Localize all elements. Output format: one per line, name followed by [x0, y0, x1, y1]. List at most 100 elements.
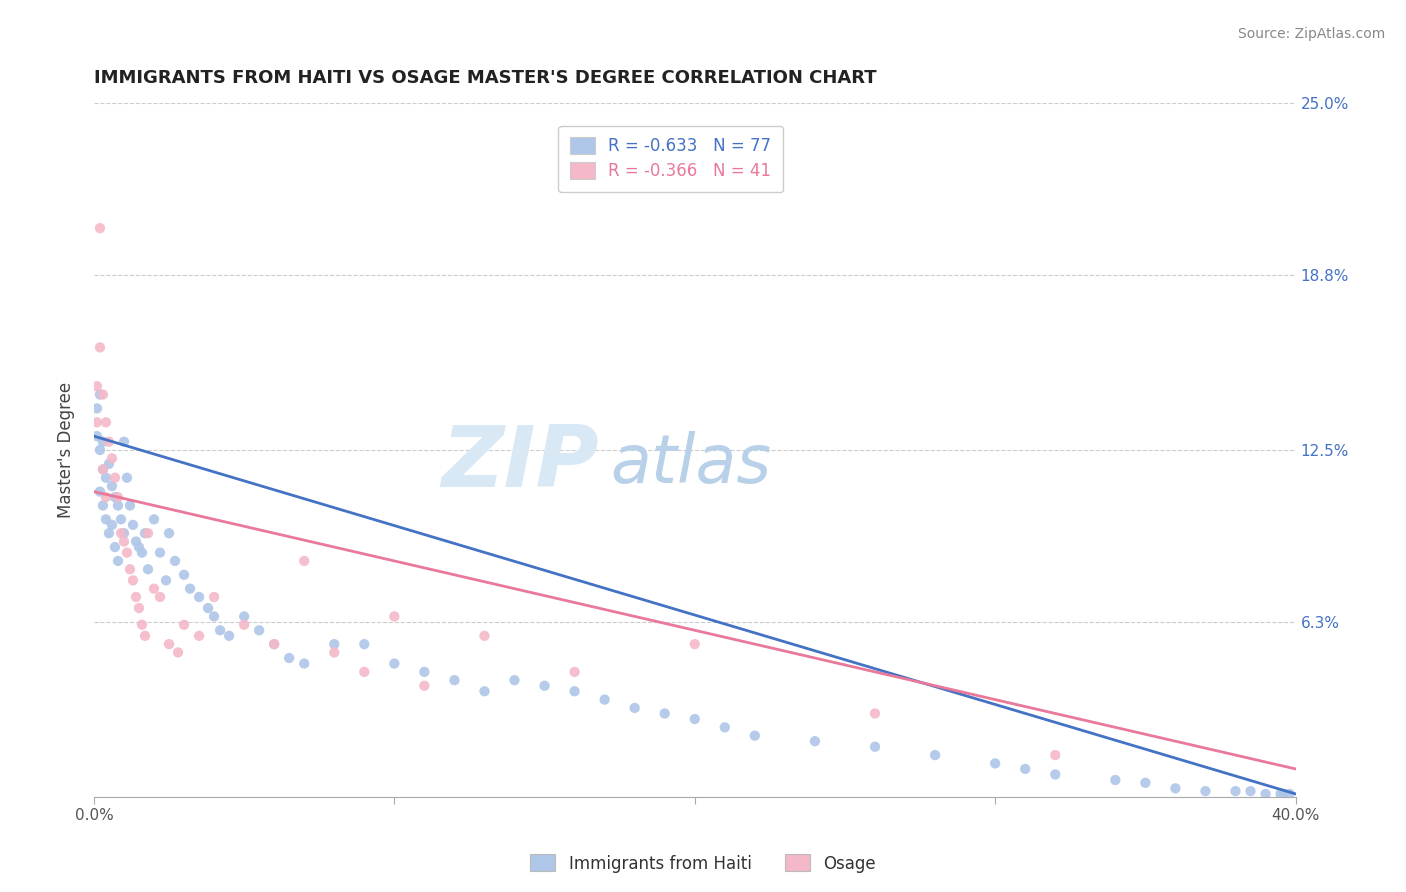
Point: [533, 679, 555, 693]
Point: [1045, 747, 1067, 762]
Point: [110, 526, 132, 541]
Point: [107, 499, 129, 513]
Point: [209, 624, 232, 638]
Point: [1254, 787, 1277, 801]
Point: [323, 645, 346, 659]
Point: [118, 499, 141, 513]
Point: [112, 526, 135, 541]
Point: [122, 574, 145, 588]
Point: [91, 499, 114, 513]
Point: [1272, 787, 1295, 801]
Point: [1104, 772, 1126, 787]
Point: [654, 706, 676, 721]
Point: [863, 739, 886, 754]
Point: [413, 665, 436, 679]
Point: [118, 562, 141, 576]
Point: [683, 637, 706, 651]
Point: [323, 637, 346, 651]
Point: [104, 490, 127, 504]
Point: [94, 471, 117, 485]
Point: [218, 629, 240, 643]
Point: [134, 526, 156, 541]
Point: [202, 590, 225, 604]
Point: [101, 451, 124, 466]
Point: [94, 490, 117, 504]
Point: [97, 434, 120, 449]
Point: [247, 624, 270, 638]
Point: [233, 609, 256, 624]
Point: [157, 637, 180, 651]
Point: [1164, 781, 1187, 796]
Point: [474, 684, 496, 698]
Point: [413, 679, 436, 693]
Point: [1045, 767, 1067, 781]
Point: [128, 540, 150, 554]
Text: ZIP: ZIP: [441, 423, 599, 506]
Point: [173, 567, 195, 582]
Point: [744, 729, 766, 743]
Point: [173, 617, 195, 632]
Point: [110, 512, 132, 526]
Point: [1194, 784, 1216, 798]
Point: [112, 534, 135, 549]
Point: [714, 720, 737, 734]
Point: [128, 601, 150, 615]
Point: [593, 692, 616, 706]
Point: [89, 442, 111, 457]
Point: [197, 601, 219, 615]
Point: [1270, 787, 1292, 801]
Point: [136, 562, 159, 576]
Point: [188, 629, 211, 643]
Point: [125, 534, 148, 549]
Point: [623, 701, 645, 715]
Point: [97, 457, 120, 471]
Legend: R = -0.633   N = 77, R = -0.366   N = 41: R = -0.633 N = 77, R = -0.366 N = 41: [558, 126, 783, 192]
Legend: Immigrants from Haiti, Osage: Immigrants from Haiti, Osage: [523, 847, 883, 880]
Point: [157, 526, 180, 541]
Point: [94, 512, 117, 526]
Point: [382, 609, 405, 624]
Point: [382, 657, 405, 671]
Point: [292, 657, 315, 671]
Point: [804, 734, 827, 748]
Point: [564, 684, 586, 698]
Point: [86, 429, 108, 443]
Point: [263, 637, 285, 651]
Point: [564, 665, 586, 679]
Text: IMMIGRANTS FROM HAITI VS OSAGE MASTER'S DEGREE CORRELATION CHART: IMMIGRANTS FROM HAITI VS OSAGE MASTER'S …: [94, 69, 876, 87]
Point: [86, 401, 108, 416]
Point: [503, 673, 526, 688]
Point: [89, 340, 111, 354]
Point: [202, 609, 225, 624]
Y-axis label: Master's Degree: Master's Degree: [58, 382, 75, 518]
Point: [86, 415, 108, 429]
Point: [1014, 762, 1036, 776]
Point: [353, 665, 375, 679]
Text: atlas: atlas: [610, 431, 772, 497]
Point: [1239, 784, 1261, 798]
Point: [101, 479, 124, 493]
Point: [89, 221, 111, 235]
Point: [143, 512, 166, 526]
Point: [122, 517, 145, 532]
Point: [443, 673, 465, 688]
Point: [94, 415, 117, 429]
Point: [131, 617, 153, 632]
Point: [179, 582, 201, 596]
Point: [115, 546, 138, 560]
Point: [112, 434, 135, 449]
Point: [104, 540, 127, 554]
Point: [101, 517, 124, 532]
Point: [86, 379, 108, 393]
Point: [91, 387, 114, 401]
Point: [167, 645, 190, 659]
Point: [89, 387, 111, 401]
Point: [143, 582, 166, 596]
Text: Source: ZipAtlas.com: Source: ZipAtlas.com: [1237, 27, 1385, 41]
Point: [107, 554, 129, 568]
Point: [131, 546, 153, 560]
Point: [91, 434, 114, 449]
Point: [91, 462, 114, 476]
Point: [1278, 787, 1301, 801]
Point: [683, 712, 706, 726]
